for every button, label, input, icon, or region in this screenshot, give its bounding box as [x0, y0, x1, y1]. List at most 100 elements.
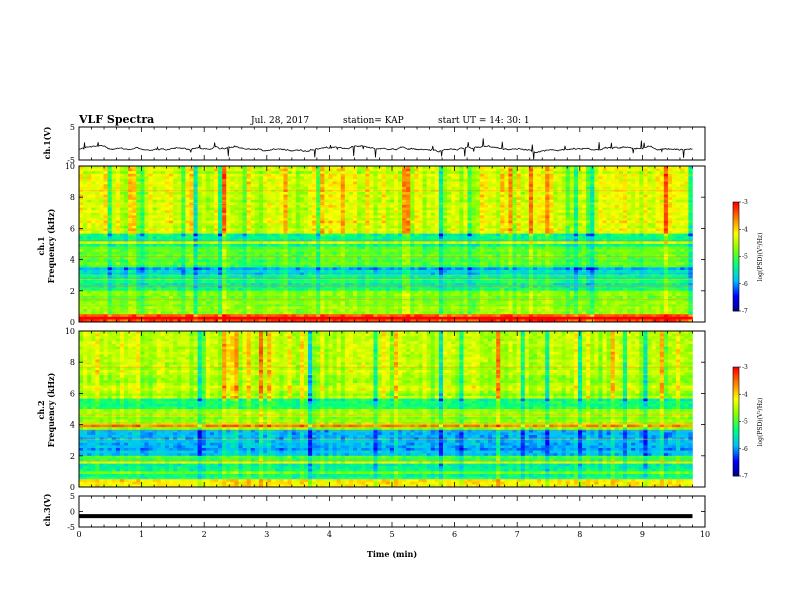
spectrogram-cell [520, 184, 526, 188]
spectrogram-cell [676, 179, 681, 182]
spectrogram-cell [451, 228, 456, 232]
spectrogram-cell [193, 233, 198, 237]
spectrogram-cell [91, 246, 96, 250]
spectrogram-cell [119, 215, 125, 219]
spectrogram-cell [582, 225, 587, 229]
spectrogram-cell [152, 173, 158, 177]
spectrogram-cell [353, 184, 358, 188]
spectrogram-cell [242, 166, 247, 169]
spectrogram-cell [479, 184, 485, 188]
spectrogram-cell [87, 166, 92, 169]
spectrogram-cell [557, 231, 562, 234]
spectrogram-cell [418, 210, 423, 214]
spectrogram-cell [271, 210, 276, 214]
spectrogram-cell [455, 231, 460, 234]
spectrogram-cell [119, 186, 125, 190]
spectrogram-cell [672, 168, 677, 172]
spectrogram-cell [275, 220, 280, 224]
spectrogram-cell [381, 171, 387, 175]
spectrogram-cell [598, 220, 603, 224]
spectrogram-cell [291, 181, 297, 185]
spectrogram-cell [344, 212, 350, 216]
spectrogram-cell [205, 223, 211, 227]
spectrogram-cell [365, 218, 370, 221]
spectrogram-cell [598, 246, 603, 250]
spectrogram-cell [553, 192, 558, 195]
spectrogram-cell [87, 176, 92, 180]
spectrogram-cell [324, 176, 329, 180]
spectrogram-cell [267, 244, 272, 247]
spectrogram-cell [659, 181, 665, 185]
spectrogram-cell [234, 244, 239, 247]
spectrogram-cell [541, 199, 546, 203]
spectrogram-cell [418, 199, 423, 203]
spectrogram-cell [483, 231, 489, 234]
spectrogram-cell [123, 210, 129, 214]
spectrogram-cell [115, 212, 121, 216]
spectrogram-cell [381, 197, 387, 201]
spectrogram-cell [287, 225, 292, 229]
spectrogram-cell [402, 197, 407, 201]
spectrogram-cell [639, 244, 644, 247]
spectrogram-cell [361, 194, 366, 198]
spectrogram-cell [463, 166, 468, 169]
spectrogram-cell [406, 231, 411, 234]
spectrogram-cell [381, 207, 387, 211]
spectrogram-cell [83, 228, 88, 232]
spectrogram-cell [312, 171, 317, 175]
spectrogram-cell [193, 218, 198, 221]
spectrogram-cell [467, 231, 472, 234]
spectrogram-cell [688, 194, 693, 198]
spectrogram-cell [561, 205, 566, 208]
spectrogram-cell [561, 218, 566, 221]
spectrogram-cell [426, 171, 432, 175]
spectrogram-cell [561, 179, 566, 182]
spectrogram-cell [496, 186, 501, 190]
spectrogram-cell [508, 168, 513, 172]
spectrogram-cell [238, 171, 243, 175]
spectrogram-cell [308, 210, 313, 214]
spectrogram-cell [369, 223, 374, 227]
spectrogram-cell [504, 166, 509, 169]
spectrogram-cell [258, 173, 264, 177]
spectrogram-cell [303, 210, 309, 214]
spectrogram-cell [500, 205, 505, 208]
spectrogram-cell [614, 179, 620, 182]
spectrogram-cell [168, 210, 174, 214]
spectrogram-cell [610, 166, 616, 169]
spectrogram-cell [475, 210, 481, 214]
spectrogram-cell [320, 212, 325, 216]
spectrogram-cell [545, 181, 550, 185]
spectrogram-cell [684, 228, 689, 232]
spectrogram-cell [312, 173, 317, 177]
spectrogram-cell [598, 244, 603, 247]
spectrogram-cell [115, 210, 121, 214]
spectrogram-cell [287, 236, 292, 240]
spectrogram-cell [218, 210, 223, 214]
spectrogram-cell [385, 212, 391, 216]
spectrogram-cell [316, 233, 321, 237]
spectrogram-cell [254, 192, 260, 195]
spectrogram-cell [512, 246, 517, 250]
spectrogram-cell [381, 210, 387, 214]
spectrogram-cell [275, 210, 280, 214]
spectrogram-cell [402, 205, 407, 208]
spectrogram-cell [107, 249, 113, 253]
spectrogram-cell [537, 225, 542, 229]
spectrogram-cell [136, 210, 141, 214]
spectrogram-cell [659, 186, 665, 190]
spectrogram-cell [119, 225, 125, 229]
spectrogram-cell [119, 207, 125, 211]
spectrogram-cell [463, 186, 468, 190]
spectrogram-cell [205, 225, 211, 229]
spectrogram-cell [410, 210, 415, 214]
spectrogram-cell [197, 241, 202, 245]
spectrogram-cell [447, 184, 452, 188]
spectrogram-cell [238, 220, 243, 224]
spectrogram-cell [324, 236, 329, 240]
spectrogram-cell [451, 205, 456, 208]
spectrogram-cell [627, 176, 632, 180]
spectrogram-cell [111, 199, 117, 203]
spectrogram-cell [434, 241, 440, 245]
spectrogram-cell [680, 215, 685, 219]
